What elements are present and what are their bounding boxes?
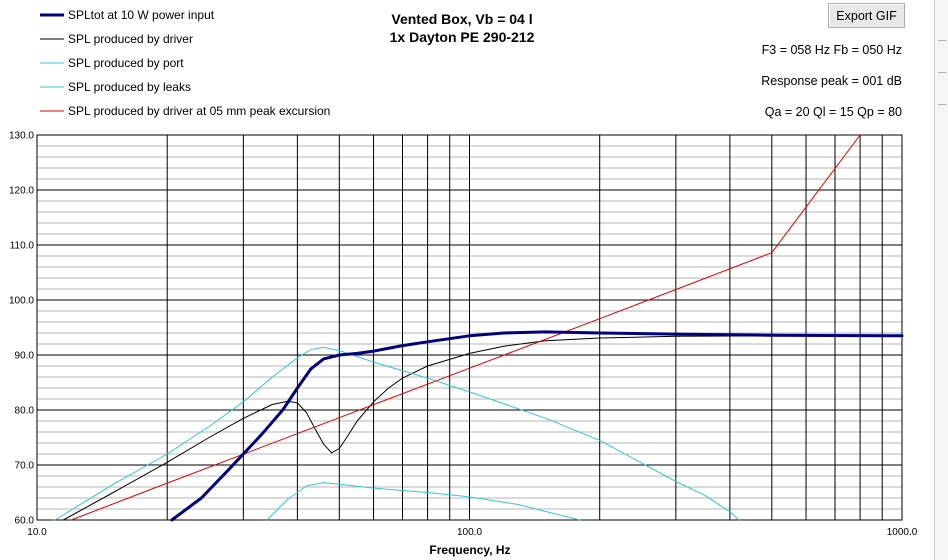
legend-label: SPL produced by driver xyxy=(68,32,193,46)
series-line-0 xyxy=(170,330,904,522)
info-q-values: Qa = 20 Ql = 15 Qp = 80 xyxy=(765,105,902,119)
series-line-2 xyxy=(54,346,740,521)
x-tick-label: 10.0 xyxy=(27,527,47,538)
tick-labels: 60.0 70.0 80.0 90.0 100.0 110.0 120.0 130.0 10.0… xyxy=(9,131,918,539)
y-tick-label: 130.0 xyxy=(9,131,34,142)
legend-label: SPL produced by port xyxy=(68,56,184,70)
legend-label: SPL produced by leaks xyxy=(68,80,191,94)
x-tick-label: 100.0 xyxy=(457,527,482,538)
legend: SPLtot at 10 W power input SPL produced b… xyxy=(40,8,330,118)
export-gif-button[interactable]: Export GIF xyxy=(828,3,905,28)
y-tick-label: 120.0 xyxy=(9,186,34,197)
chart-title: Vented Box, Vb = 04 l xyxy=(391,11,532,27)
y-tick-label: 110.0 xyxy=(10,241,35,252)
info-f3-fb: F3 = 058 Hz Fb = 050 Hz xyxy=(762,43,902,57)
strip-mark xyxy=(938,104,946,105)
y-tick-label: 90.0 xyxy=(15,351,35,362)
info-response-peak: Response peak = 001 dB xyxy=(761,74,902,88)
series-line-4 xyxy=(70,134,861,521)
series-lines xyxy=(54,134,904,522)
series-line-3 xyxy=(266,482,581,521)
y-tick-label: 70.0 xyxy=(15,461,35,472)
x-tick-label: 1000.0 xyxy=(887,527,918,538)
strip-mark xyxy=(938,72,946,73)
plot-frame xyxy=(36,134,903,521)
right-edge-panel xyxy=(934,0,948,560)
legend-label: SPLtot at 10 W power input xyxy=(68,8,215,22)
y-tick-label: 80.0 xyxy=(15,406,35,417)
x-axis-label: Frequency, Hz xyxy=(429,543,510,557)
chart-subtitle: 1x Dayton PE 290-212 xyxy=(390,29,535,45)
y-tick-label: 60.0 xyxy=(15,516,35,527)
legend-label: SPL produced by driver at 05 mm peak exc… xyxy=(68,104,330,118)
y-tick-label: 100.0 xyxy=(9,296,34,307)
strip-mark xyxy=(938,40,946,41)
